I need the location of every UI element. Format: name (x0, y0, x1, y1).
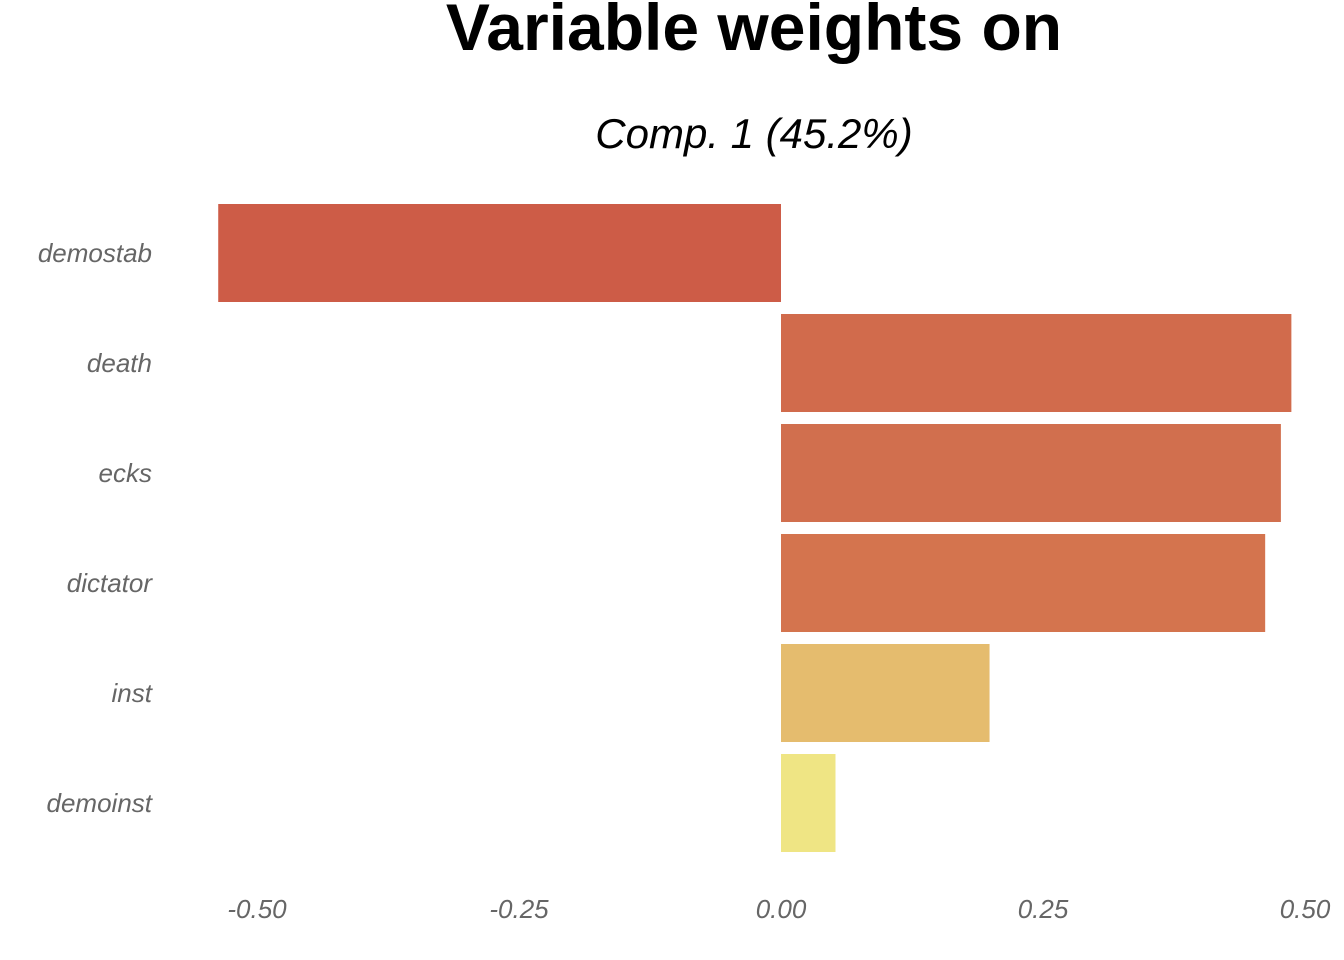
x-axis-tick-labels: -0.50 -0.25 0.00 0.25 0.50 (227, 894, 1330, 924)
y-tick-label-dictator: dictator (67, 568, 154, 598)
chart-subtitle: Comp. 1 (45.2%) (595, 110, 912, 157)
y-tick-label-inst: inst (112, 678, 154, 708)
y-tick-label-ecks: ecks (99, 458, 152, 488)
x-tick-label: 0.50 (1280, 894, 1331, 924)
x-tick-label: 0.00 (756, 894, 807, 924)
bars (218, 204, 1292, 852)
x-tick-label: -0.25 (489, 894, 549, 924)
y-axis-tick-labels: demostab death ecks dictator inst demoinst (38, 238, 154, 818)
bar-ecks (781, 424, 1281, 522)
y-tick-label-demoinst: demoinst (47, 788, 154, 818)
x-tick-label: 0.25 (1018, 894, 1069, 924)
bar-demoinst (781, 754, 836, 852)
bar-inst (781, 644, 990, 742)
y-tick-label-demostab: demostab (38, 238, 152, 268)
bar-demostab (218, 204, 781, 302)
chart-title: Variable weights on (446, 0, 1062, 64)
bar-death (781, 314, 1292, 412)
bar-dictator (781, 534, 1266, 632)
y-tick-label-death: death (87, 348, 152, 378)
x-tick-label: -0.50 (227, 894, 287, 924)
